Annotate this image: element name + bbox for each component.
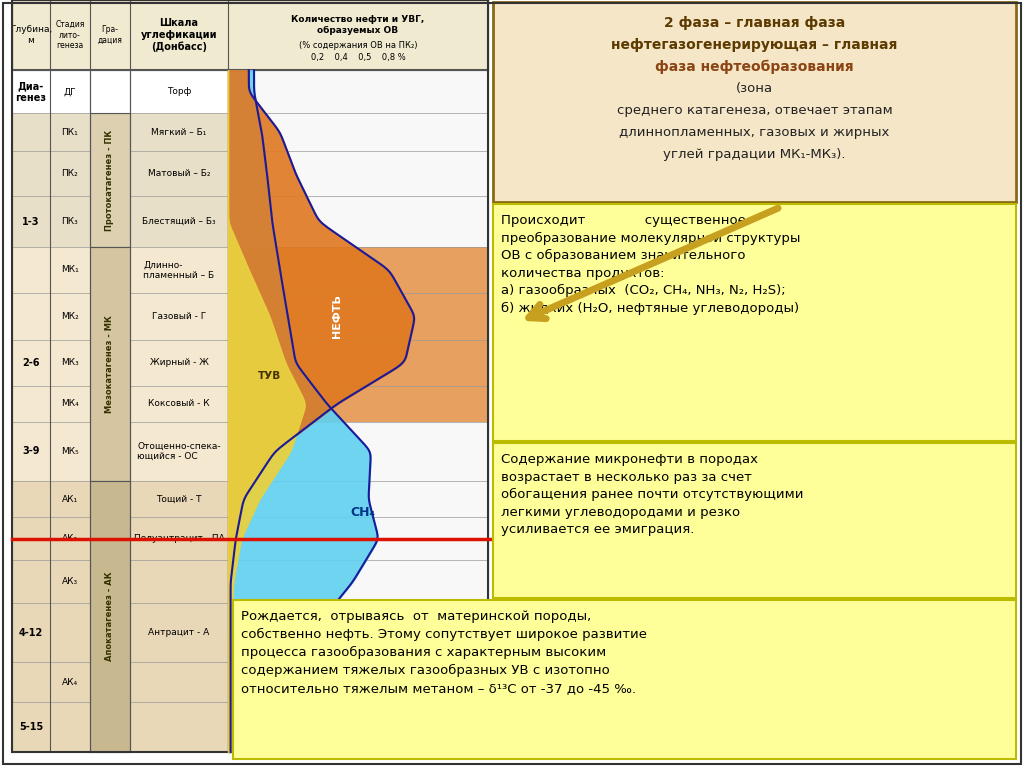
Bar: [12, 247, 488, 293]
Text: Содержание микронефти в породах
возрастает в несколько раз за счет
обогащения ра: Содержание микронефти в породах возраста…: [501, 453, 804, 536]
Text: Антрацит - А: Антрацит - А: [148, 628, 210, 637]
Text: углей градации МК₁-МК₃).: углей градации МК₁-МК₃).: [664, 148, 846, 161]
Bar: [12, 293, 488, 341]
Bar: [12, 341, 488, 386]
Text: Жирный - Ж: Жирный - Ж: [150, 358, 209, 367]
Bar: [12, 517, 488, 561]
Text: 5-15: 5-15: [18, 722, 43, 732]
Text: 1-3: 1-3: [23, 217, 40, 227]
Text: Главная зона
газообразования
ГЗГ: Главная зона газообразования ГЗГ: [496, 511, 608, 554]
Text: АК₃: АК₃: [61, 578, 78, 586]
Text: Протокатагенез - ПК: Протокатагенез - ПК: [105, 130, 115, 231]
Bar: [12, 0, 488, 752]
Text: Шкала
углефикации
(Донбасс): Шкала углефикации (Донбасс): [140, 18, 217, 52]
Bar: [12, 702, 488, 752]
Text: 3-9: 3-9: [23, 446, 40, 456]
Bar: [493, 443, 1016, 598]
Bar: [90, 114, 130, 247]
Text: Гра-
дация: Гра- дация: [97, 25, 123, 44]
Bar: [493, 204, 1016, 441]
Text: ТУВ: ТУВ: [258, 371, 282, 381]
Text: НЕФТЬ: НЕФТЬ: [332, 295, 342, 338]
Text: Мягкий – Б₁: Мягкий – Б₁: [152, 127, 207, 137]
Text: ПК₂: ПК₂: [61, 169, 79, 178]
Text: Стадия
лито-
генеза: Стадия лито- генеза: [55, 20, 85, 50]
Bar: [228, 247, 488, 422]
Text: Апокатагенез - АК: Апокатагенез - АК: [105, 571, 115, 661]
Bar: [12, 386, 488, 422]
Text: нефтегазогенерирующая – главная: нефтегазогенерирующая – главная: [611, 38, 898, 52]
Bar: [12, 561, 488, 604]
Bar: [12, 0, 488, 71]
Text: МК₄: МК₄: [61, 400, 79, 408]
Text: (% содержания ОВ на ПК₂): (% содержания ОВ на ПК₂): [299, 41, 417, 50]
Text: Происходит              существенное
преобразование молекулярной структуры
ОВ с : Происходит существенное преобразование м…: [501, 214, 801, 315]
Text: ПК₁: ПК₁: [61, 127, 79, 137]
Text: 0,2    0,4    0,5    0,8 %: 0,2 0,4 0,5 0,8 %: [310, 53, 406, 61]
Text: АК₁: АК₁: [61, 495, 78, 504]
Text: Мезокатагенез - МК: Мезокатагенез - МК: [105, 315, 115, 413]
Text: Главная зона
нефте-
образования

ГЗН: Главная зона нефте- образования ГЗН: [496, 278, 584, 351]
Text: Блестящий – Б₃: Блестящий – Б₃: [142, 217, 216, 226]
Bar: [12, 71, 488, 114]
Text: 2 фаза – главная фаза: 2 фаза – главная фаза: [664, 16, 845, 30]
Bar: [493, 2, 1016, 202]
Bar: [12, 196, 488, 247]
Bar: [12, 604, 488, 663]
Text: Торф: Торф: [167, 87, 191, 97]
Bar: [228, 71, 488, 752]
Text: АК₄: АК₄: [61, 678, 78, 686]
Text: Полуантрацит - ПА: Полуантрацит - ПА: [133, 535, 224, 543]
Bar: [12, 422, 488, 481]
Bar: [90, 247, 130, 481]
Text: Отощенно-спека-
ющийся - ОС: Отощенно-спека- ющийся - ОС: [137, 442, 221, 461]
Text: АК₂: АК₂: [61, 535, 78, 543]
Text: Газовый - Г: Газовый - Г: [152, 312, 206, 321]
Bar: [12, 663, 488, 702]
Text: МК₂: МК₂: [61, 312, 79, 321]
Text: ДГ: ДГ: [63, 87, 77, 97]
Text: МК₃: МК₃: [61, 358, 79, 367]
Text: 4-12: 4-12: [18, 628, 43, 638]
Bar: [90, 71, 130, 114]
Text: Количество нефти и УВГ,
образуемых ОВ: Количество нефти и УВГ, образуемых ОВ: [292, 15, 425, 35]
Bar: [233, 600, 1016, 759]
Text: Тощий - Т: Тощий - Т: [157, 495, 202, 504]
Text: Диа-
генез: Диа- генез: [15, 81, 46, 103]
Text: длиннопламенных, газовых и жирных: длиннопламенных, газовых и жирных: [620, 126, 890, 139]
Text: ПК₃: ПК₃: [61, 217, 79, 226]
Text: Матовый – Б₂: Матовый – Б₂: [147, 169, 210, 178]
Text: МК₅: МК₅: [61, 447, 79, 456]
Bar: [90, 481, 130, 752]
Text: среднего катагенеза, отвечает этапам: среднего катагенеза, отвечает этапам: [616, 104, 892, 117]
Text: МК₁: МК₁: [61, 265, 79, 275]
Bar: [12, 481, 488, 517]
Bar: [12, 114, 488, 151]
Text: 2-6: 2-6: [23, 358, 40, 368]
Text: Глубина,
м: Глубина, м: [10, 25, 52, 44]
Text: Коксовый - К: Коксовый - К: [148, 400, 210, 408]
Bar: [12, 151, 488, 196]
Text: (зона: (зона: [736, 82, 773, 95]
Text: фаза нефтеобразования: фаза нефтеобразования: [655, 60, 854, 74]
Text: CH₄: CH₄: [350, 506, 376, 519]
Text: Рождается,  отрываясь  от  материнской породы,
собственно нефть. Этому сопутству: Рождается, отрываясь от материнской поро…: [241, 610, 647, 696]
Text: Длинно-
пламенный – Б: Длинно- пламенный – Б: [143, 260, 215, 280]
